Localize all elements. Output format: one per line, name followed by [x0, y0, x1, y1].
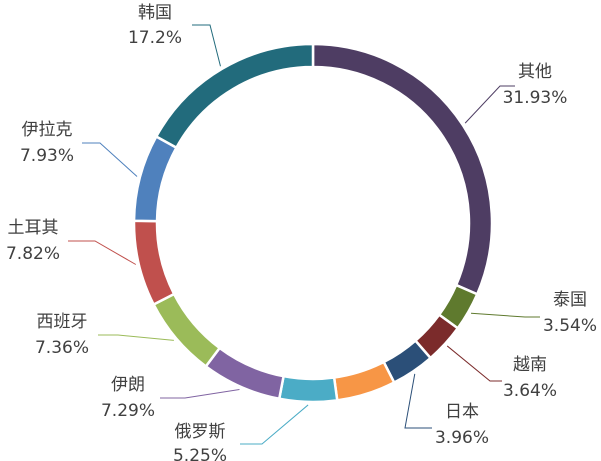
- donut-segment: [332, 360, 396, 402]
- leader-line: [68, 240, 137, 265]
- category-label: 西班牙: [37, 312, 88, 332]
- category-label: 土耳其: [8, 218, 59, 238]
- leader-line: [82, 142, 138, 177]
- leader-line: [160, 388, 240, 399]
- value-label: 17.2%: [128, 28, 182, 48]
- donut-segment: [277, 374, 339, 404]
- leader-line: [404, 373, 432, 429]
- category-label: 伊拉克: [22, 120, 73, 140]
- category-label: 俄罗斯: [175, 422, 226, 442]
- donut-segment: [132, 134, 179, 223]
- value-label: 3.64%: [503, 381, 557, 401]
- value-label: 3.54%: [543, 316, 597, 336]
- donut-segment: [154, 42, 315, 150]
- donut-segment: [204, 346, 286, 401]
- donut-segment: [311, 42, 494, 296]
- leader-line: [240, 404, 309, 445]
- value-label: 7.29%: [101, 401, 155, 421]
- value-label: 3.96%: [435, 428, 489, 448]
- category-label: 韩国: [138, 3, 172, 23]
- category-label: 其他: [518, 62, 552, 82]
- value-label: 5.25%: [173, 446, 227, 461]
- category-label: 泰国: [553, 290, 587, 310]
- value-label: 7.82%: [6, 244, 60, 264]
- leader-line: [98, 334, 174, 341]
- value-label: 7.36%: [35, 338, 89, 358]
- donut-segment: [132, 219, 176, 307]
- leader-line: [446, 345, 502, 382]
- category-label: 越南: [513, 355, 547, 375]
- value-label: 7.93%: [20, 146, 74, 166]
- value-label: 31.93%: [503, 88, 568, 108]
- leader-line: [192, 24, 221, 67]
- category-label: 日本: [445, 402, 479, 422]
- leader-line: [464, 85, 515, 124]
- category-label: 伊朗: [111, 375, 145, 395]
- donut-segment: [151, 292, 222, 369]
- leader-line: [470, 312, 540, 318]
